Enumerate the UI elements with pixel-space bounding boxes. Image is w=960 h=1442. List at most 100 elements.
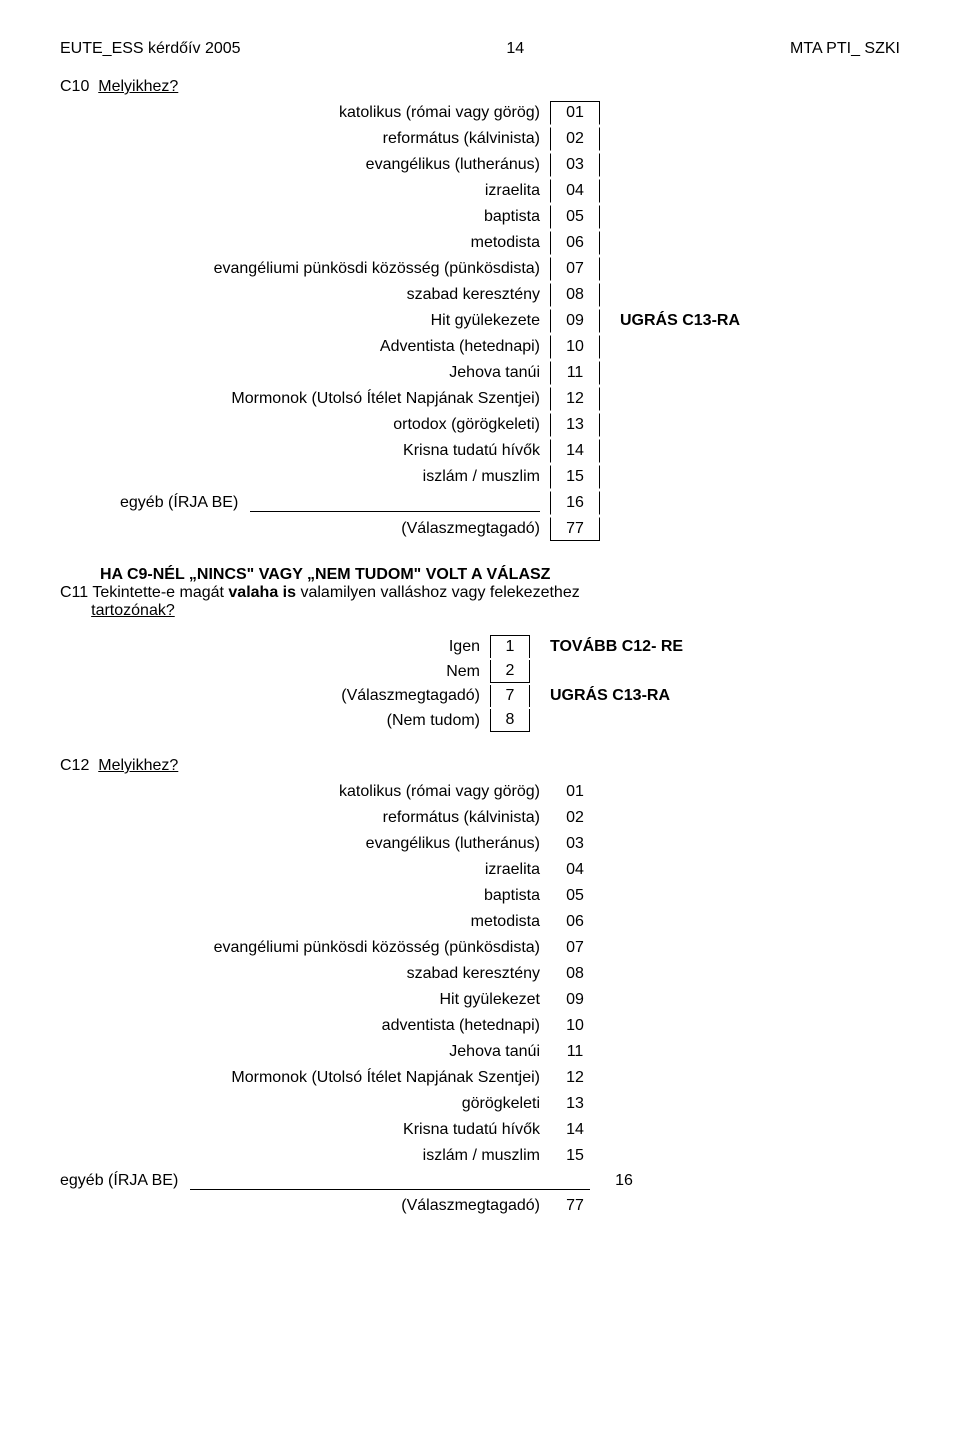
c12-code[interactable]: 05 <box>550 884 600 908</box>
c12-label: iszlám / muszlim <box>120 1147 550 1165</box>
c12-code[interactable]: 08 <box>550 962 600 986</box>
c12-code[interactable]: 09 <box>550 988 600 1012</box>
c10-option-row: református (kálvinista) 02 <box>120 127 900 151</box>
c10-code[interactable]: 15 <box>550 465 600 489</box>
c12-block: C12 Melyikhez? katolikus (római vagy gör… <box>60 757 900 1218</box>
c10-code[interactable]: 05 <box>550 205 600 229</box>
c11-code[interactable]: 2 <box>490 660 530 683</box>
c10-code[interactable]: 04 <box>550 179 600 203</box>
c10-option-row: Jehova tanúi 11 <box>120 361 900 385</box>
c10-other-label: egyéb (ÍRJA BE) <box>120 494 250 512</box>
c12-code[interactable]: 10 <box>550 1014 600 1038</box>
c10-code[interactable]: 14 <box>550 439 600 463</box>
c10-label: Krisna tudatú hívők <box>120 442 550 460</box>
c11-qb: valaha is <box>228 584 296 601</box>
c10-option-row: baptista 05 <box>120 205 900 229</box>
c12-option-row: metodista 06 <box>120 910 900 934</box>
c12-option-row: szabad keresztény 08 <box>120 962 900 986</box>
c12-code[interactable]: 13 <box>550 1092 600 1116</box>
c11-id: C11 <box>60 584 88 601</box>
c12-label: baptista <box>120 887 550 905</box>
c12-code[interactable]: 15 <box>550 1144 600 1168</box>
c11-code[interactable]: 8 <box>490 709 530 732</box>
c12-option-row: görögkeleti 13 <box>120 1092 900 1116</box>
c12-other-code[interactable]: 16 <box>600 1170 648 1192</box>
c12-option-row: Krisna tudatú hívők 14 <box>120 1118 900 1142</box>
c10-option-row: izraelita 04 <box>120 179 900 203</box>
c11-label: (Nem tudom) <box>320 712 490 730</box>
c12-options: katolikus (római vagy görög) 01 reformát… <box>120 780 900 1218</box>
c10-code[interactable]: 12 <box>550 387 600 411</box>
c12-code[interactable]: 02 <box>550 806 600 830</box>
c12-other-label: egyéb (ÍRJA BE) <box>60 1172 190 1190</box>
c10-title-text: Melyikhez? <box>98 78 178 95</box>
c10-label: református (kálvinista) <box>120 130 550 148</box>
c10-option-row: Adventista (hetednapi) 10 <box>120 335 900 359</box>
c12-label: evangéliumi pünkösdi közösség (pünkösdis… <box>120 939 550 957</box>
c10-code[interactable]: 11 <box>550 361 600 385</box>
c12-code[interactable]: 03 <box>550 832 600 856</box>
c11-note: TOVÁBB C12- RE <box>550 638 683 656</box>
c10-option-row: Krisna tudatú hívők 14 <box>120 439 900 463</box>
c10-option-row: evangéliumi pünkösdi közösség (pünkösdis… <box>120 257 900 281</box>
c12-code[interactable]: 01 <box>550 780 600 804</box>
header-right: MTA PTI_ SZKI <box>790 40 900 58</box>
c10-label: izraelita <box>120 182 550 200</box>
c11-qc: valamilyen valláshoz vagy felekezethez <box>296 584 580 601</box>
c12-other-input[interactable] <box>190 1173 590 1190</box>
c10-other-input[interactable] <box>250 495 540 512</box>
c12-id: C12 <box>60 757 89 774</box>
c10-code[interactable]: 06 <box>550 231 600 255</box>
c12-title-text: Melyikhez? <box>98 757 178 774</box>
c10-label: metodista <box>120 234 550 252</box>
c10-option-row: Hit gyülekezete 09 UGRÁS C13-RA <box>120 309 900 333</box>
c12-option-row: baptista 05 <box>120 884 900 908</box>
c10-code[interactable]: 13 <box>550 413 600 437</box>
c10-code[interactable]: 02 <box>550 127 600 151</box>
c10-option-row: katolikus (római vagy görög) 01 <box>120 101 900 125</box>
c10-code[interactable]: 03 <box>550 153 600 177</box>
c10-code[interactable]: 08 <box>550 283 600 307</box>
c11-code[interactable]: 7 <box>490 685 530 707</box>
c12-label: evangélikus (lutheránus) <box>120 835 550 853</box>
c10-options: katolikus (római vagy görög) 01 reformát… <box>120 101 900 541</box>
c12-other-row: egyéb (ÍRJA BE) 16 <box>60 1170 900 1192</box>
c12-refuse-code[interactable]: 77 <box>550 1194 600 1218</box>
c12-code[interactable]: 12 <box>550 1066 600 1090</box>
c10-code[interactable]: 01 <box>550 101 600 125</box>
c10-option-row: Mormonok (Utolsó Ítélet Napjának Szentje… <box>120 387 900 411</box>
c11-options: Igen 1 TOVÁBB C12- RE Nem 2 (Válaszmegta… <box>320 635 900 732</box>
c12-label: szabad keresztény <box>120 965 550 983</box>
c12-code[interactable]: 14 <box>550 1118 600 1142</box>
c10-code[interactable]: 09 <box>550 309 600 333</box>
c10-label: evangélikus (lutheránus) <box>120 156 550 174</box>
c10-code[interactable]: 10 <box>550 335 600 359</box>
c12-label: görögkeleti <box>120 1095 550 1113</box>
c11-label: Nem <box>320 663 490 681</box>
c12-code[interactable]: 11 <box>550 1040 600 1064</box>
c11-condition: HA C9-NÉL „NINCS" VAGY „NEM TUDOM" VOLT … <box>100 566 900 584</box>
c10-label: Hit gyülekezete <box>120 312 550 330</box>
c12-option-row: Mormonok (Utolsó Ítélet Napjának Szentje… <box>120 1066 900 1090</box>
c11-row: (Nem tudom) 8 <box>320 709 900 732</box>
c11-row: (Válaszmegtagadó) 7 UGRÁS C13-RA <box>320 685 900 707</box>
c10-label: katolikus (római vagy görög) <box>120 104 550 122</box>
c12-code[interactable]: 06 <box>550 910 600 934</box>
c10-code[interactable]: 07 <box>550 257 600 281</box>
c10-refuse-row: (Válaszmegtagadó) 77 <box>120 517 900 541</box>
header-left: EUTE_ESS kérdőív 2005 <box>60 40 241 58</box>
c12-code[interactable]: 07 <box>550 936 600 960</box>
c10-label: Adventista (hetednapi) <box>120 338 550 356</box>
c12-option-row: Hit gyülekezet 09 <box>120 988 900 1012</box>
c12-option-row: katolikus (római vagy görög) 01 <box>120 780 900 804</box>
c12-label: metodista <box>120 913 550 931</box>
c12-label: adventista (hetednapi) <box>120 1017 550 1035</box>
c11-code[interactable]: 1 <box>490 635 530 658</box>
c12-label: katolikus (római vagy görög) <box>120 783 550 801</box>
c12-option-row: evangéliumi pünkösdi közösség (pünkösdis… <box>120 936 900 960</box>
c11-label: Igen <box>320 638 490 656</box>
c10-other-code[interactable]: 16 <box>550 491 600 515</box>
c12-code[interactable]: 04 <box>550 858 600 882</box>
c11-question: C11 Tekintette-e magát valaha is valamil… <box>60 584 900 620</box>
c10-refuse-code[interactable]: 77 <box>550 517 600 541</box>
